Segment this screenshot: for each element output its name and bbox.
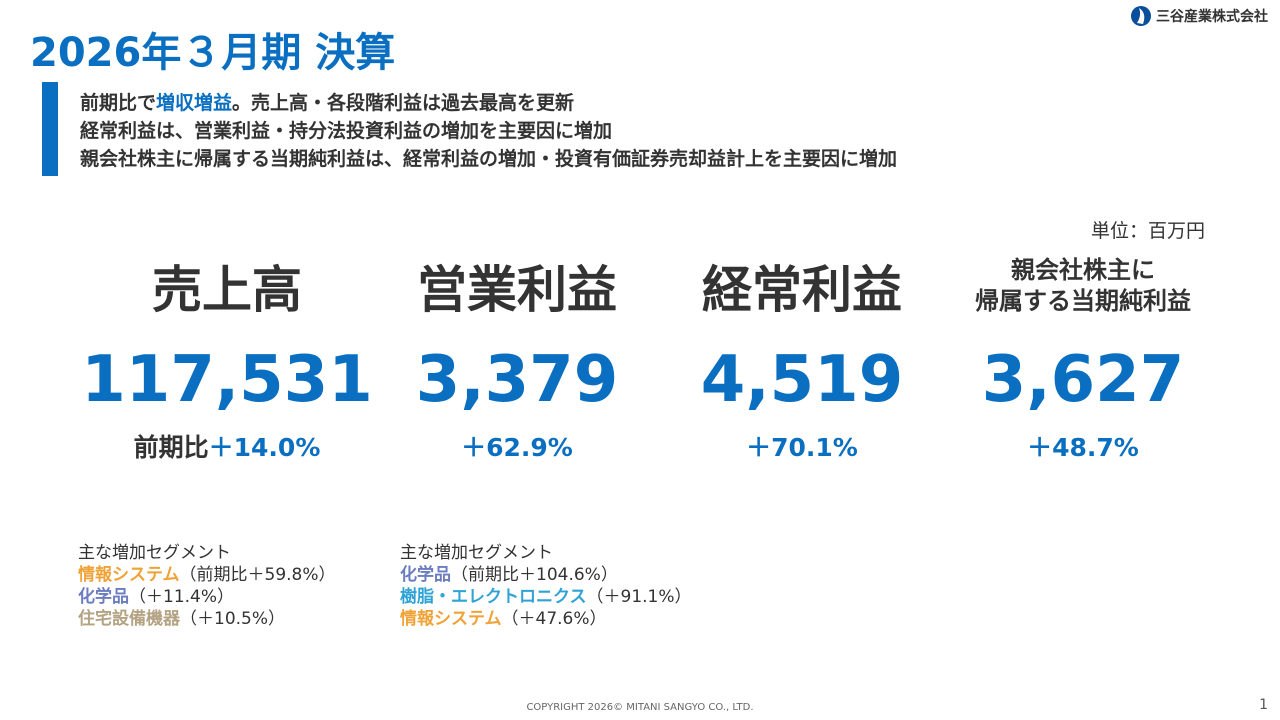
metric: 経常利益 4,519 ＋70.1% — [652, 250, 952, 464]
metric-label: 営業利益 — [367, 250, 667, 322]
change-prefix: 前期比 — [133, 433, 209, 462]
change-value: ＋70.1% — [746, 433, 858, 462]
metric-label-line: 親会社株主に — [1011, 256, 1155, 284]
unit: 単位：百万円 — [1090, 220, 1205, 242]
segment-block: 主な増加セグメント 化学品（前期比＋104.6%） 樹脂・エレクトロニクス（＋91.… — [400, 542, 692, 630]
segment-name: 情報システム — [78, 565, 180, 585]
segment-note: （前期比＋104.6%） — [451, 565, 618, 585]
metric-label-line: 営業利益 — [417, 261, 617, 319]
metric-value: 117,531 — [81, 343, 373, 417]
metric-change: ＋62.9% — [367, 428, 667, 464]
segment-heading: 主な増加セグメント — [78, 543, 231, 563]
change-value: ＋14.0% — [208, 433, 321, 462]
metric-change: 前期比＋14.0% — [77, 428, 377, 464]
metric-label-line: 帰属する当期純利益 — [975, 287, 1191, 315]
page-number: 1 — [1259, 697, 1268, 713]
summary-line: 前期比で増収増益。売上高・各段階利益は過去最高を更新 — [80, 88, 574, 115]
summary-line: 経常利益は、営業利益・持分法投資利益の増加を主要因に増加 — [80, 120, 613, 142]
summary-line: 親会社株主に帰属する当期純利益は、経常利益の増加・投資有価証券売却益計上を主要因… — [80, 148, 898, 170]
metric: 親会社株主に帰属する当期純利益 3,627 ＋48.7% — [933, 250, 1233, 464]
segment-item: 住宅設備機器（＋10.5%） — [78, 608, 336, 630]
segment-name: 住宅設備機器 — [78, 609, 180, 629]
segment-note: （＋91.1%） — [586, 587, 692, 607]
segment-name: 化学品 — [400, 565, 451, 585]
summary-text: 前期比で — [80, 92, 157, 114]
change-value: ＋62.9% — [461, 433, 573, 462]
metric-label-line: 経常利益 — [702, 261, 902, 319]
metric-value: 3,379 — [415, 343, 619, 417]
metric-label: 親会社株主に帰属する当期純利益 — [933, 250, 1233, 322]
summary-text: 。売上高・各段階利益は過去最高を更新 — [232, 92, 575, 114]
metric: 売上高 117,531 前期比＋14.0% — [77, 250, 377, 464]
segment-note: （前期比＋59.8%） — [179, 565, 336, 585]
summary-highlight: 増収増益 — [156, 92, 233, 114]
segment-name: 樹脂・エレクトロニクス — [400, 587, 587, 607]
segment-item: 化学品（前期比＋104.6%） — [400, 564, 692, 586]
metric-label: 経常利益 — [652, 250, 952, 322]
metric-change: ＋48.7% — [933, 428, 1233, 464]
segment-name: 化学品 — [78, 587, 129, 607]
metric-label: 売上高 — [77, 250, 377, 322]
change-value: ＋48.7% — [1027, 433, 1139, 462]
segment-note: （＋47.6%） — [501, 609, 607, 629]
metric: 営業利益 3,379 ＋62.9% — [367, 250, 667, 464]
logo-mark — [1131, 6, 1151, 26]
title: 2026年３月期 決算 — [30, 30, 396, 76]
segment-block: 主な増加セグメント 情報システム（前期比＋59.8%） 化学品（＋11.4%） 住宅設… — [78, 542, 336, 630]
segment-item: 情報システム（前期比＋59.8%） — [78, 564, 336, 586]
logo: 三谷産業株式会社 — [1130, 5, 1268, 27]
company-name: 三谷産業株式会社 — [1156, 9, 1268, 25]
segment-heading: 主な増加セグメント — [400, 543, 553, 563]
segment-item: 情報システム（＋47.6%） — [400, 608, 692, 630]
copyright: COPYRIGHT 2026© MITANI SANGYO CO., LTD. — [526, 702, 754, 713]
segment-name: 情報システム — [400, 609, 502, 629]
segment-item: 化学品（＋11.4%） — [78, 586, 336, 608]
metric-value: 3,627 — [981, 343, 1185, 417]
segment-note: （＋10.5%） — [180, 609, 286, 629]
segment-note: （＋11.4%） — [129, 587, 235, 607]
metric-value: 4,519 — [700, 343, 904, 417]
metric-label-line: 売上高 — [152, 261, 302, 319]
segment-item: 樹脂・エレクトロニクス（＋91.1%） — [400, 586, 692, 608]
metric-change: ＋70.1% — [652, 428, 952, 464]
accent-bar — [42, 82, 58, 176]
